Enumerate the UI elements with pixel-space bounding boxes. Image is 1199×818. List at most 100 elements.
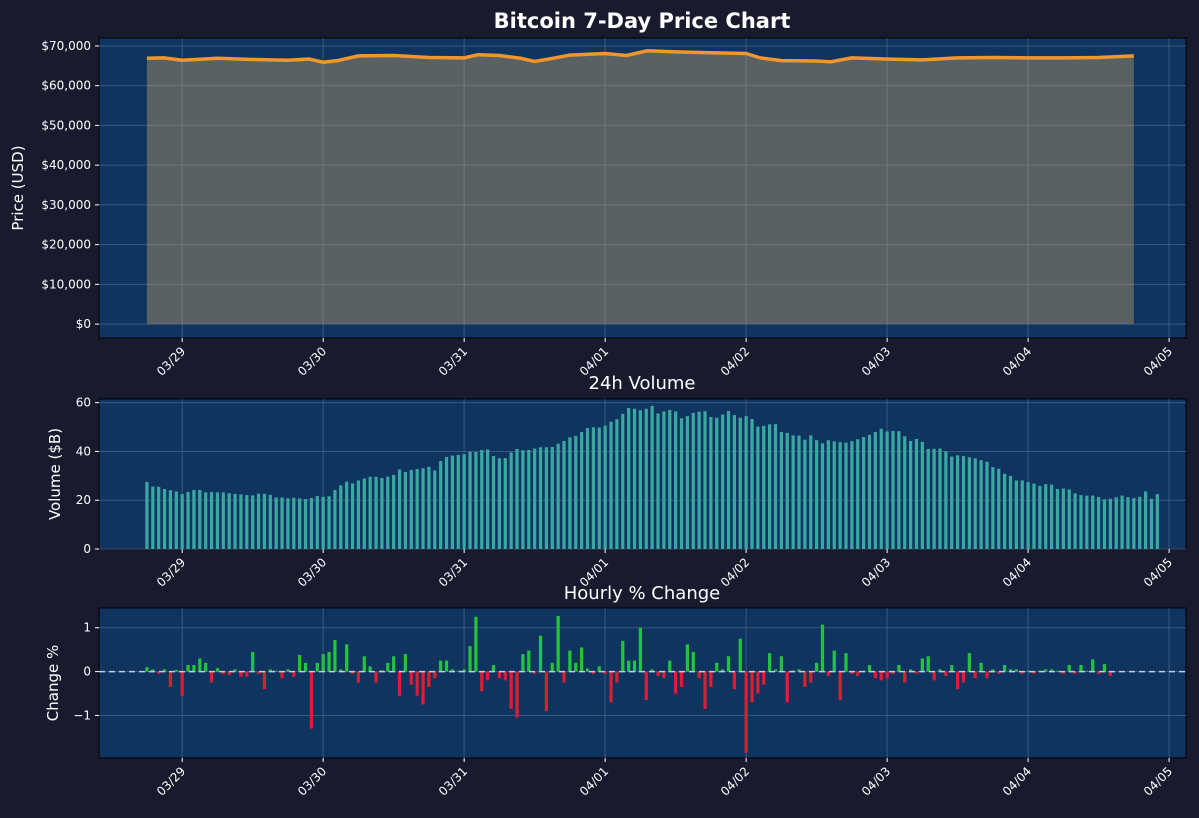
change-y-ticks: −1 0 1 — [73, 621, 99, 722]
volume-bar — [1044, 484, 1048, 549]
volume-bar — [480, 449, 484, 549]
volume-bar — [768, 424, 772, 549]
change-bar — [268, 669, 272, 672]
volume-bar — [562, 440, 566, 549]
change-bar — [1061, 671, 1065, 674]
volume-bar — [926, 449, 930, 549]
change-bar — [750, 671, 754, 703]
change-bar — [157, 671, 161, 674]
volume-bar — [938, 448, 942, 549]
change-bar — [709, 671, 713, 687]
change-bar — [908, 669, 913, 672]
volume-bar — [779, 431, 783, 549]
volume-bar — [903, 436, 907, 549]
change-bar — [292, 671, 296, 677]
price-y-tick-label: $20,000 — [41, 238, 91, 252]
change-bar — [867, 665, 872, 672]
volume-bar — [1038, 485, 1042, 549]
change-bar — [1067, 665, 1071, 672]
volume-bar — [721, 414, 725, 549]
volume-y-ticks: 0 20 40 60 — [76, 396, 99, 556]
change-y-tick-label: −1 — [73, 708, 91, 722]
change-bar — [850, 671, 854, 674]
change-bar — [239, 671, 243, 677]
change-bar — [732, 671, 736, 690]
change-y-axis-label: Change % — [44, 645, 62, 721]
volume-bar — [650, 405, 654, 549]
volume-bar — [703, 411, 707, 549]
volume-bar — [209, 491, 214, 549]
change-bar — [145, 667, 149, 672]
volume-bar — [715, 417, 719, 549]
change-bar — [762, 671, 766, 685]
volume-bar — [1055, 489, 1060, 549]
volume-bar — [574, 435, 578, 549]
volume-bar — [797, 435, 801, 549]
change-bar — [650, 669, 654, 672]
price-y-tick-label: $10,000 — [41, 277, 91, 291]
price-y-axis-label: Price (USD) — [9, 145, 27, 230]
volume-bar — [662, 411, 666, 549]
price-chart: Bitcoin 7-Day Price Chart Price (USD) $0… — [9, 9, 1187, 379]
volume-bar — [632, 408, 637, 549]
volume-bar — [914, 439, 919, 549]
change-bar — [1085, 670, 1089, 672]
volume-bar — [345, 481, 349, 549]
change-bar — [744, 671, 748, 753]
volume-bar — [509, 452, 513, 549]
volume-bar — [597, 427, 601, 549]
volume-bar — [785, 432, 789, 549]
change-bar — [456, 670, 460, 672]
volume-bar — [350, 483, 355, 549]
volume-bar — [468, 451, 472, 549]
change-bar — [568, 650, 572, 672]
change-bar — [374, 671, 378, 683]
change-bar — [979, 662, 983, 672]
change-bar — [891, 671, 895, 674]
volume-bar — [157, 486, 161, 549]
volume-bar — [603, 425, 607, 549]
volume-bar — [580, 431, 584, 549]
price-y-ticks: $0 $10,000 $20,000 $30,000 $40,000 $50,000 $60… — [41, 39, 99, 331]
volume-bar — [656, 413, 660, 549]
price-grid — [99, 38, 1186, 338]
change-bar — [1032, 671, 1036, 674]
change-bar — [427, 671, 431, 687]
volume-bar — [838, 442, 842, 549]
volume-bar — [950, 456, 954, 549]
change-bar — [274, 670, 278, 672]
volume-bar — [820, 443, 825, 549]
change-bar — [597, 666, 601, 672]
change-bar — [474, 616, 478, 672]
change-bar — [397, 671, 402, 696]
change-bar — [973, 671, 977, 679]
change-bar — [286, 669, 290, 672]
change-bar — [697, 671, 701, 679]
volume-bar — [368, 476, 372, 549]
volume-bar — [280, 497, 284, 549]
volume-bar — [1126, 497, 1130, 549]
volume-bar — [403, 471, 408, 549]
volume-bar — [339, 485, 343, 549]
change-bar — [1049, 669, 1054, 672]
volume-bar — [204, 492, 208, 549]
change-bar — [632, 660, 637, 672]
change-bar — [533, 671, 537, 674]
volume-bar — [456, 454, 460, 549]
change-bar — [521, 654, 525, 672]
change-bar — [262, 671, 267, 690]
volume-bar — [738, 417, 742, 549]
volume-bar — [1049, 484, 1054, 549]
change-marks — [99, 615, 1186, 753]
change-bar — [221, 671, 225, 675]
change-bar — [333, 640, 337, 672]
price-plot-area — [98, 37, 1187, 339]
volume-bar — [491, 456, 496, 549]
change-bar — [580, 647, 584, 672]
change-bar — [392, 656, 396, 672]
volume-bar — [556, 443, 560, 549]
change-bar — [415, 671, 419, 696]
volume-bar — [709, 417, 713, 549]
volume-bar — [233, 493, 237, 549]
change-bar — [280, 671, 284, 679]
